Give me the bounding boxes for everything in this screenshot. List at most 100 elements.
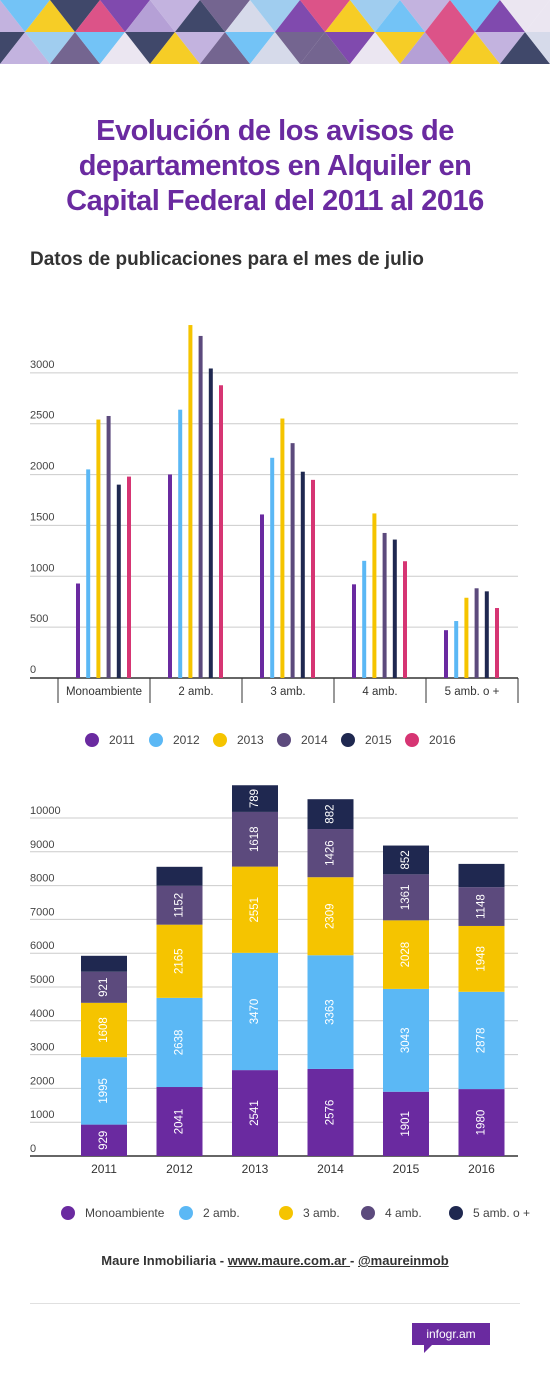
banner-triangle <box>425 0 475 32</box>
x-category-label: Monoambiente <box>66 686 142 698</box>
segment-value-label: 2041 <box>174 1109 186 1135</box>
bar-2016-0 <box>127 476 131 678</box>
x-category-label: 4 amb. <box>362 686 397 698</box>
banner-triangle <box>300 0 350 32</box>
website-link[interactable]: www.maure.com.ar <box>227 1253 351 1268</box>
segment-value-label: 3470 <box>249 999 261 1025</box>
infogram-badge[interactable]: infogr.am <box>412 1323 490 1345</box>
stack-segment-4-3 <box>307 799 354 830</box>
bar-2014-1 <box>198 335 203 678</box>
banner-triangle <box>350 32 400 64</box>
y-tick-label: 4000 <box>30 1008 54 1020</box>
stack-segment-0-2 <box>232 1070 278 1156</box>
y-tick-label: 0 <box>30 664 36 676</box>
legend-label: 2014 <box>301 733 328 747</box>
segment-value-label: 1948 <box>476 946 488 972</box>
banner-triangle <box>325 32 375 64</box>
legend-swatch <box>279 1206 293 1220</box>
y-tick-label: 3000 <box>30 1042 54 1054</box>
bar-2012-1 <box>178 409 183 678</box>
segment-value-label: 2541 <box>249 1100 261 1126</box>
bar-2011-4 <box>444 630 448 678</box>
chart-subtitle: Datos de publicaciones para el mes de ju… <box>30 249 424 270</box>
legend-label: Monoambiente <box>85 1206 165 1220</box>
x-category-label: 2015 <box>393 1162 420 1176</box>
segment-value-label: 1618 <box>249 826 261 852</box>
segment-value-label: 1980 <box>476 1110 488 1136</box>
y-tick-label: 9000 <box>30 839 54 851</box>
segment-value-label: 852 <box>400 850 412 869</box>
legend-swatch <box>179 1206 193 1220</box>
legend-swatch <box>449 1206 463 1220</box>
infographic-title: Evolución de los avisos de departamentos… <box>66 115 484 217</box>
segment-value-label: 1152 <box>174 893 186 918</box>
bar-2013-2 <box>280 418 285 678</box>
legend-label: 2012 <box>173 733 200 747</box>
banner-triangle <box>275 32 325 64</box>
segment-value-label: 882 <box>325 805 337 824</box>
segment-value-label: 1995 <box>98 1078 110 1104</box>
banner-triangle <box>325 0 375 32</box>
stack-segment-1-4 <box>383 988 429 1092</box>
stack-segment-2-3 <box>307 877 354 956</box>
banner-triangle <box>100 32 150 64</box>
y-tick-label: 6000 <box>30 940 54 952</box>
bar-2016-4 <box>495 608 499 678</box>
banner-triangle <box>25 0 75 32</box>
y-tick-label: 10000 <box>30 805 61 817</box>
stack-segment-3-3 <box>307 829 354 878</box>
segment-value-label: 2028 <box>400 942 412 968</box>
segment-value-label: 921 <box>98 978 110 997</box>
banner-triangle <box>475 32 525 64</box>
stack-segment-4-4 <box>383 845 429 875</box>
stack-segment-2-2 <box>232 866 278 953</box>
legend-label: 2013 <box>237 733 264 747</box>
company-name: Maure Inmobiliaria - <box>101 1253 228 1268</box>
bar-2015-3 <box>392 539 397 678</box>
legend-label: 2016 <box>429 733 456 747</box>
banner-triangle <box>225 0 275 32</box>
y-tick-label: 1000 <box>30 562 54 574</box>
stacked-bar-chart: 0 1000 2000 3000 4000 5000 6000 7000 8000 9000 100… <box>30 785 530 1220</box>
segment-value-label: 2878 <box>476 1028 488 1054</box>
bar-2011-2 <box>260 514 264 678</box>
banner-triangle <box>200 32 250 64</box>
banner-triangle <box>250 0 300 32</box>
y-tick-label: 2500 <box>30 410 54 422</box>
x-category-label: 3 amb. <box>270 686 305 698</box>
infogram-badge-tail <box>424 1345 432 1353</box>
segment-value-label: 1148 <box>476 894 488 919</box>
banner-triangle <box>150 0 200 32</box>
segment-value-label: 2551 <box>249 897 261 923</box>
bar-2011-3 <box>352 584 356 678</box>
stack-segment-1-0 <box>81 1057 127 1125</box>
stack-segment-4-0 <box>81 955 127 972</box>
legend-swatch <box>361 1206 375 1220</box>
stack-segment-4-2 <box>232 785 278 812</box>
y-tick-label: 1500 <box>30 511 54 523</box>
banner-triangle <box>100 0 150 32</box>
banner-triangle <box>250 32 300 64</box>
legend-swatch <box>85 733 99 747</box>
segment-value-label: 2638 <box>174 1030 186 1056</box>
segment-value-label: 2165 <box>174 948 186 974</box>
y-tick-label: 2000 <box>30 1075 54 1087</box>
bar-2013-0 <box>96 419 101 678</box>
stack-segment-0-0 <box>81 1124 127 1156</box>
bar-2011-1 <box>168 474 172 678</box>
bar-2014-3 <box>382 532 387 678</box>
banner-triangle <box>0 0 50 32</box>
banner-triangle <box>200 0 250 32</box>
legend-swatch <box>61 1206 75 1220</box>
bar-2013-1 <box>188 325 193 678</box>
y-tick-label: 7000 <box>30 906 54 918</box>
grouped-bar-chart: 0 500 1000 1500 2000 2500 3000 Monoambiente 2 am… <box>30 325 519 747</box>
twitter-handle-link[interactable]: @maureinmob <box>358 1253 449 1268</box>
banner-triangle <box>175 0 225 32</box>
stack-segment-3-4 <box>383 874 429 921</box>
stack-segment-3-5 <box>458 887 505 926</box>
stack-segment-0-4 <box>383 1091 429 1156</box>
segment-value-label: 929 <box>98 1131 110 1150</box>
y-tick-label: 3000 <box>30 359 54 371</box>
bar-2015-1 <box>208 368 213 678</box>
